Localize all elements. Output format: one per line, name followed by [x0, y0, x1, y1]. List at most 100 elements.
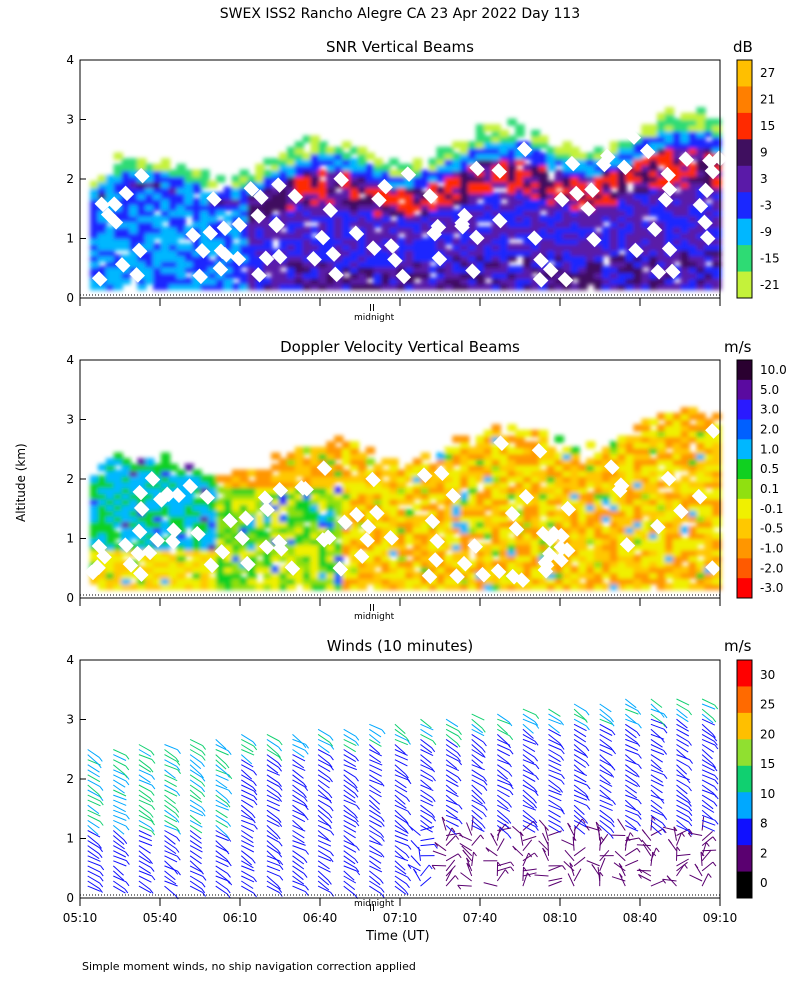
snr-cell [586, 248, 596, 257]
snr-cell [365, 220, 375, 228]
doppler-cell [452, 514, 462, 523]
snr-cell [153, 277, 163, 285]
doppler-cell [523, 531, 533, 540]
snr-cell [145, 214, 155, 223]
snr-cell [436, 175, 446, 183]
wind-barb-flag [98, 793, 102, 799]
wind-barb [573, 718, 587, 727]
doppler-cell [704, 503, 714, 511]
snr-cell [381, 209, 391, 217]
snr-cell [168, 209, 179, 217]
doppler-cell [609, 469, 620, 477]
wind-barb [87, 784, 99, 795]
doppler-cell [397, 486, 407, 494]
snr-cell [468, 197, 478, 206]
snr-cell [625, 271, 635, 279]
wind-barb-flag [278, 766, 283, 772]
wind-barb [241, 835, 254, 844]
wind-barb-flag [226, 798, 230, 804]
snr-cell [420, 277, 431, 285]
snr-cell [97, 226, 108, 234]
snr-cell [712, 248, 722, 257]
snr-cell [105, 243, 116, 251]
snr-cell [286, 243, 297, 251]
doppler-cell [664, 543, 675, 551]
snr-cell [121, 231, 131, 240]
snr-cell [357, 277, 368, 285]
doppler-cell [145, 577, 155, 585]
snr-cell [184, 169, 194, 177]
snr-cell [641, 260, 651, 268]
snr-cell [168, 220, 179, 228]
doppler-cell [531, 492, 541, 500]
doppler-cell [239, 520, 249, 528]
snr-cell [153, 226, 163, 234]
snr-cell [452, 265, 462, 274]
wind-barb [420, 814, 433, 824]
wind-barb [113, 749, 127, 756]
wind-barb-flag [304, 749, 309, 755]
doppler-cell [625, 509, 635, 517]
doppler-cell [349, 571, 360, 579]
snr-cell [286, 220, 297, 228]
snr-cell [570, 226, 580, 234]
wind-barb [138, 880, 151, 890]
wind-barb [215, 860, 229, 868]
doppler-cell [633, 503, 643, 511]
snr-cell [349, 237, 360, 245]
wind-barb [573, 804, 585, 815]
snr-cell [294, 180, 305, 189]
wind-barb [548, 784, 561, 793]
snr-cell [302, 158, 312, 166]
doppler-cell [649, 571, 659, 579]
wind-barb [548, 728, 562, 737]
doppler-cell [617, 446, 627, 455]
snr-cell [349, 271, 360, 279]
doppler-cell [633, 582, 643, 591]
snr-cell [594, 163, 604, 172]
wind-barb [164, 875, 177, 885]
doppler-cell [641, 560, 651, 568]
snr-cell [594, 260, 604, 268]
snr-cell [420, 169, 431, 177]
snr-cell [168, 175, 179, 183]
snr-cell [554, 203, 564, 211]
wind-barb [471, 759, 483, 770]
snr-cell [633, 175, 643, 183]
doppler-cell [475, 531, 486, 540]
doppler-cell [342, 509, 352, 517]
snr-cell [664, 203, 675, 211]
wind-barb [394, 840, 409, 847]
snr-cell [145, 186, 155, 194]
doppler-cell [657, 531, 667, 540]
doppler-cell [633, 441, 643, 449]
snr-cell [570, 248, 580, 257]
wind-barb-flag [125, 765, 130, 771]
wind-barb [343, 835, 355, 846]
snr-cell [349, 248, 360, 257]
snr-cell [145, 192, 155, 200]
doppler-cell [657, 458, 667, 466]
wind-barb-flag [380, 837, 385, 842]
doppler-cell [294, 452, 305, 460]
wind-barb [548, 754, 561, 763]
snr-cell [381, 282, 391, 291]
wind-barb [394, 749, 408, 756]
snr-cell [696, 152, 706, 160]
snr-cell [286, 214, 297, 223]
doppler-gap [518, 489, 535, 505]
snr-cell [279, 158, 289, 166]
wind-barb [522, 774, 536, 782]
doppler-cell [145, 571, 155, 579]
snr-cell [208, 282, 218, 291]
doppler-cell [538, 520, 549, 528]
snr-cell [688, 203, 698, 211]
doppler-cell [381, 497, 391, 506]
snr-cell [334, 220, 344, 228]
wind-barb-flag [409, 826, 414, 831]
wind-barb [87, 825, 99, 836]
doppler-cell [318, 560, 328, 568]
doppler-cell [310, 446, 320, 455]
doppler-cell [641, 446, 651, 455]
doppler-cell [436, 458, 446, 466]
